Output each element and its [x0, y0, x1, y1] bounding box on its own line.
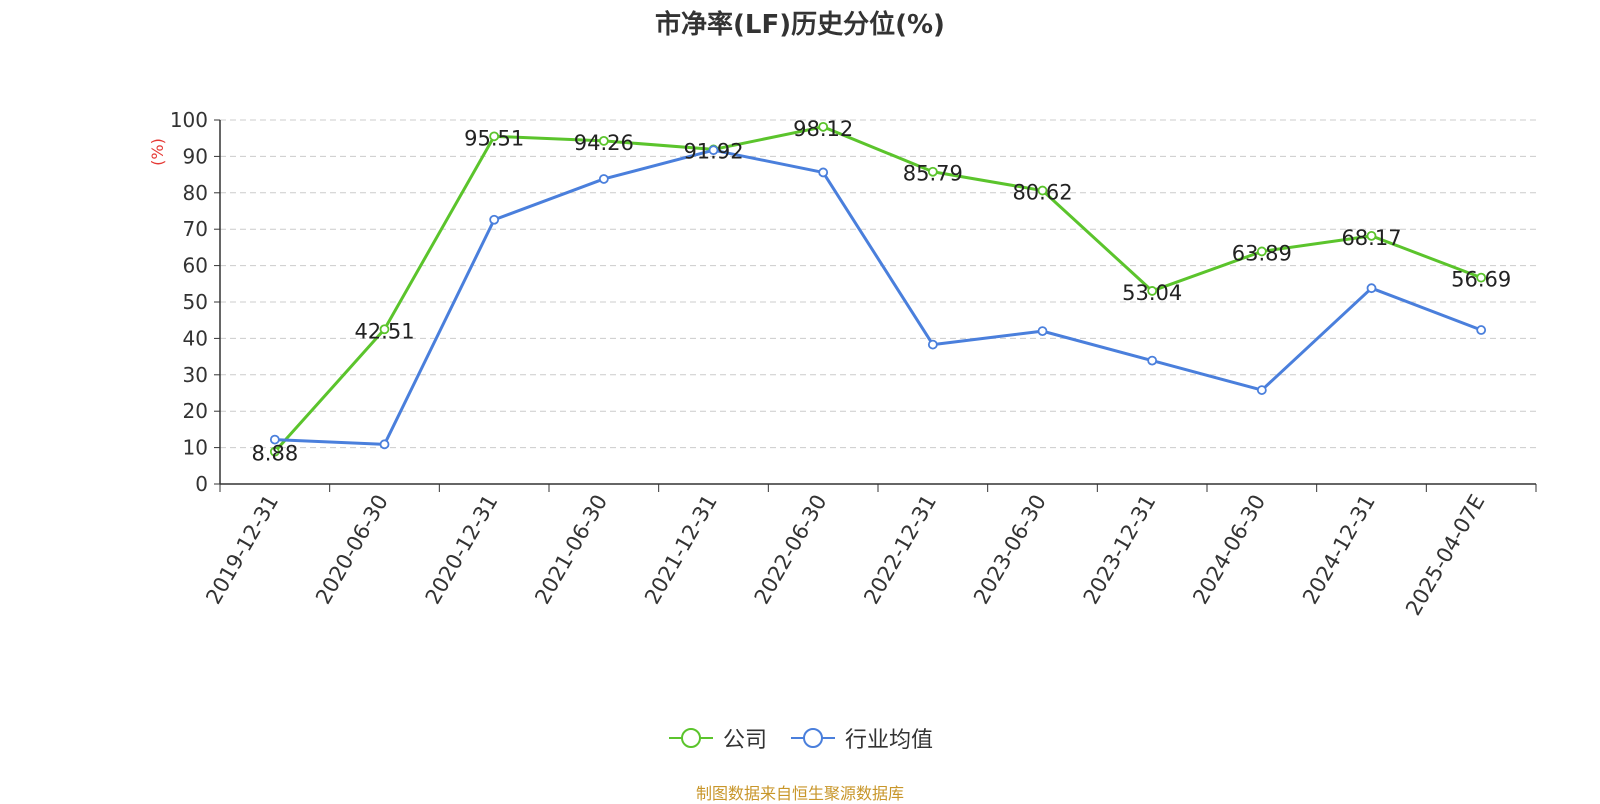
data-label: 91.92	[683, 139, 743, 163]
y-tick-label: 100	[170, 108, 208, 132]
legend-label: 行业均值	[845, 728, 934, 753]
x-tick-label: 2021-12-31	[640, 491, 722, 609]
legend-swatch-icon	[791, 728, 835, 748]
y-tick-label: 10	[183, 436, 208, 460]
legend-item-0[interactable]: 公司	[667, 722, 767, 754]
source-note: 制图数据来自恒生聚源数据库	[695, 784, 904, 803]
data-point	[818, 167, 829, 178]
data-label: 8.88	[251, 442, 298, 466]
chart-title: 市净率(LF)历史分位(%)	[655, 10, 945, 40]
data-label: 94.26	[574, 131, 634, 155]
legend: 公司 行业均值	[0, 722, 1600, 754]
x-tick-label: 2020-12-31	[421, 491, 503, 609]
data-point	[818, 121, 829, 132]
data-point	[1037, 185, 1048, 196]
y-tick-label: 0	[195, 472, 208, 496]
data-label: 80.62	[1012, 181, 1072, 205]
x-tick-label: 2023-12-31	[1079, 491, 1161, 609]
data-label: 85.79	[903, 162, 963, 186]
series-line-1	[274, 148, 1482, 446]
data-point	[269, 434, 280, 445]
x-tick-label: 2019-12-31	[201, 491, 283, 609]
data-point	[1256, 246, 1267, 257]
data-point	[489, 214, 500, 225]
data-point	[1147, 355, 1158, 366]
x-tick-label: 2021-06-30	[530, 491, 612, 609]
data-label: 53.04	[1122, 281, 1182, 305]
data-point	[1037, 326, 1048, 337]
legend-item-1[interactable]: 行业均值	[789, 722, 933, 754]
x-tick-label: 2023-06-30	[969, 491, 1051, 609]
y-tick-label: 30	[183, 363, 208, 387]
x-tick-label: 2025-04-07E	[1401, 491, 1489, 620]
data-point	[269, 446, 280, 457]
data-point	[1366, 230, 1377, 241]
data-point	[708, 145, 719, 156]
y-tick-label: 80	[183, 181, 208, 205]
data-label: 42.51	[354, 319, 414, 343]
axes: 0 10 20 30 40 50 60 70 80 90 100(%) 2019-12-31 2020-…	[148, 108, 1537, 620]
y-tick-label: 40	[183, 326, 208, 350]
y-axis-label: (%)	[148, 138, 167, 166]
data-point	[598, 174, 609, 184]
data-labels: 8.88 42.51 95.51 94.26 91.92 98.12 85.79 80.62 5…	[251, 117, 1511, 466]
legend-swatch-icon	[668, 728, 713, 748]
x-tick-label: 2022-12-31	[859, 491, 941, 609]
y-tick-label: 70	[183, 217, 208, 241]
y-tick-label: 90	[183, 144, 208, 168]
x-tick-label: 2020-06-30	[311, 491, 393, 609]
data-point	[927, 166, 938, 177]
series-line-0	[273, 125, 1482, 453]
x-tick-label: 2024-12-31	[1298, 491, 1380, 609]
data-point	[379, 324, 390, 335]
data-point	[1476, 272, 1487, 283]
series-lines	[269, 121, 1487, 457]
data-point	[1476, 325, 1487, 335]
grid-lines	[220, 119, 1536, 449]
legend-label: 公司	[722, 728, 767, 753]
y-tick-label: 50	[183, 290, 208, 314]
data-label: 95.51	[464, 126, 524, 150]
y-tick-label: 20	[183, 399, 208, 423]
data-point	[489, 131, 500, 142]
x-tick-label: 2024-06-30	[1188, 491, 1270, 609]
data-label: 63.89	[1232, 241, 1292, 265]
data-point	[1256, 385, 1267, 395]
data-point	[1147, 286, 1158, 296]
data-point	[379, 439, 390, 450]
y-tick-label: 60	[183, 254, 208, 278]
data-label: 98.12	[793, 117, 853, 141]
data-point	[598, 135, 609, 146]
x-tick-label: 2022-06-30	[750, 491, 832, 609]
data-label: 68.17	[1341, 226, 1401, 250]
data-point	[927, 339, 938, 350]
data-point	[1366, 283, 1377, 294]
data-label: 56.69	[1451, 268, 1511, 292]
